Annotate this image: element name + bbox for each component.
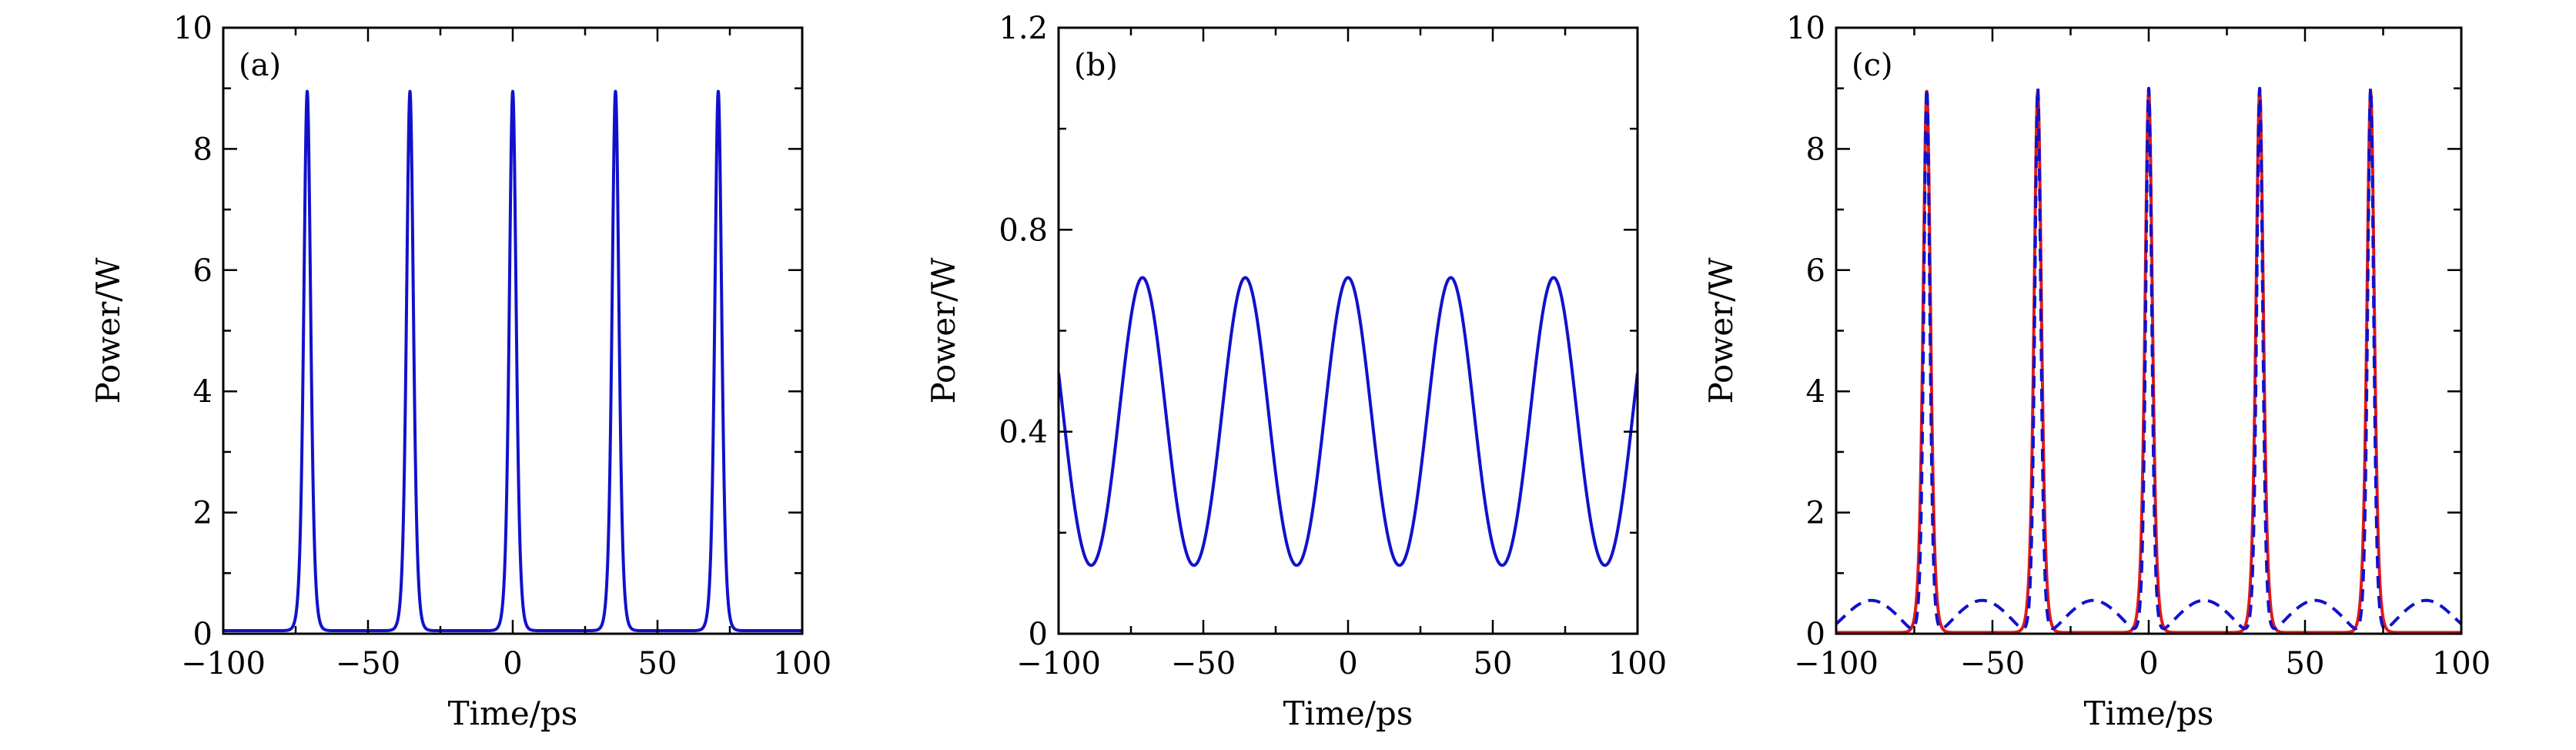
y-tick-label: 10 <box>173 11 212 46</box>
x-axis-label: Time/ps <box>448 695 578 732</box>
panel-c: −100 −50 0 50 100 0 2 4 6 8 10 Time/ps Power/W (c) <box>1702 11 2491 732</box>
panel-a: −100 −50 0 50 100 0 2 4 6 8 10 Time/ps Power/W (a) <box>89 11 831 732</box>
x-tick-label: 100 <box>1608 646 1667 681</box>
x-axis-label: Time/ps <box>1283 695 1413 732</box>
y-tick-label: 1.2 <box>999 11 1048 46</box>
panel-label: (b) <box>1074 48 1118 83</box>
x-tick-label: −100 <box>181 646 266 681</box>
y-tick-label: 0 <box>1029 617 1048 652</box>
y-tick-label: 2 <box>1806 496 1825 531</box>
y-tick-label: 10 <box>1786 11 1825 46</box>
x-tick-label: 100 <box>2432 646 2491 681</box>
series-line-1 <box>223 89 802 633</box>
x-tick-label: 0 <box>1338 646 1357 681</box>
y-tick-label: 8 <box>193 132 212 167</box>
x-tick-label: 100 <box>773 646 831 681</box>
panel-b: −100 −50 0 50 100 0 0.4 0.8 1.2 Time/ps Power/W (b) <box>925 11 1667 732</box>
x-tick-label: 0 <box>2139 646 2158 681</box>
y-tick-label: 4 <box>193 374 212 410</box>
x-tick-label: 50 <box>1474 646 1513 681</box>
y-tick-label: 0.4 <box>999 415 1048 450</box>
y-axis-label: Power/W <box>1702 257 1740 404</box>
y-tick-label: 4 <box>1806 374 1825 410</box>
x-tick-label: −50 <box>1960 646 2025 681</box>
panel-label: (c) <box>1852 48 1893 83</box>
x-tick-label: −50 <box>336 646 400 681</box>
y-tick-label: 2 <box>193 496 212 531</box>
x-tick-label: 50 <box>2286 646 2325 681</box>
plot-frame <box>1057 26 1639 635</box>
y-tick-label: 0.8 <box>999 213 1048 248</box>
y-axis-label: Power/W <box>89 257 127 404</box>
x-tick-label: −100 <box>1016 646 1101 681</box>
y-tick-label: 0 <box>193 617 212 652</box>
y-tick-label: 8 <box>1806 132 1825 167</box>
x-tick-label: 50 <box>638 646 677 681</box>
panel-label: (a) <box>239 48 281 83</box>
x-tick-label: −100 <box>1794 646 1878 681</box>
y-axis-label: Power/W <box>925 257 962 404</box>
x-tick-label: 0 <box>503 646 522 681</box>
series-line-1 <box>1059 276 1638 568</box>
x-tick-label: −50 <box>1171 646 1236 681</box>
y-tick-label: 6 <box>1806 253 1825 289</box>
y-tick-label: 6 <box>193 253 212 289</box>
y-tick-label: 0 <box>1806 617 1825 652</box>
series-line-2 <box>1836 86 2461 631</box>
x-axis-label: Time/ps <box>2084 695 2214 732</box>
